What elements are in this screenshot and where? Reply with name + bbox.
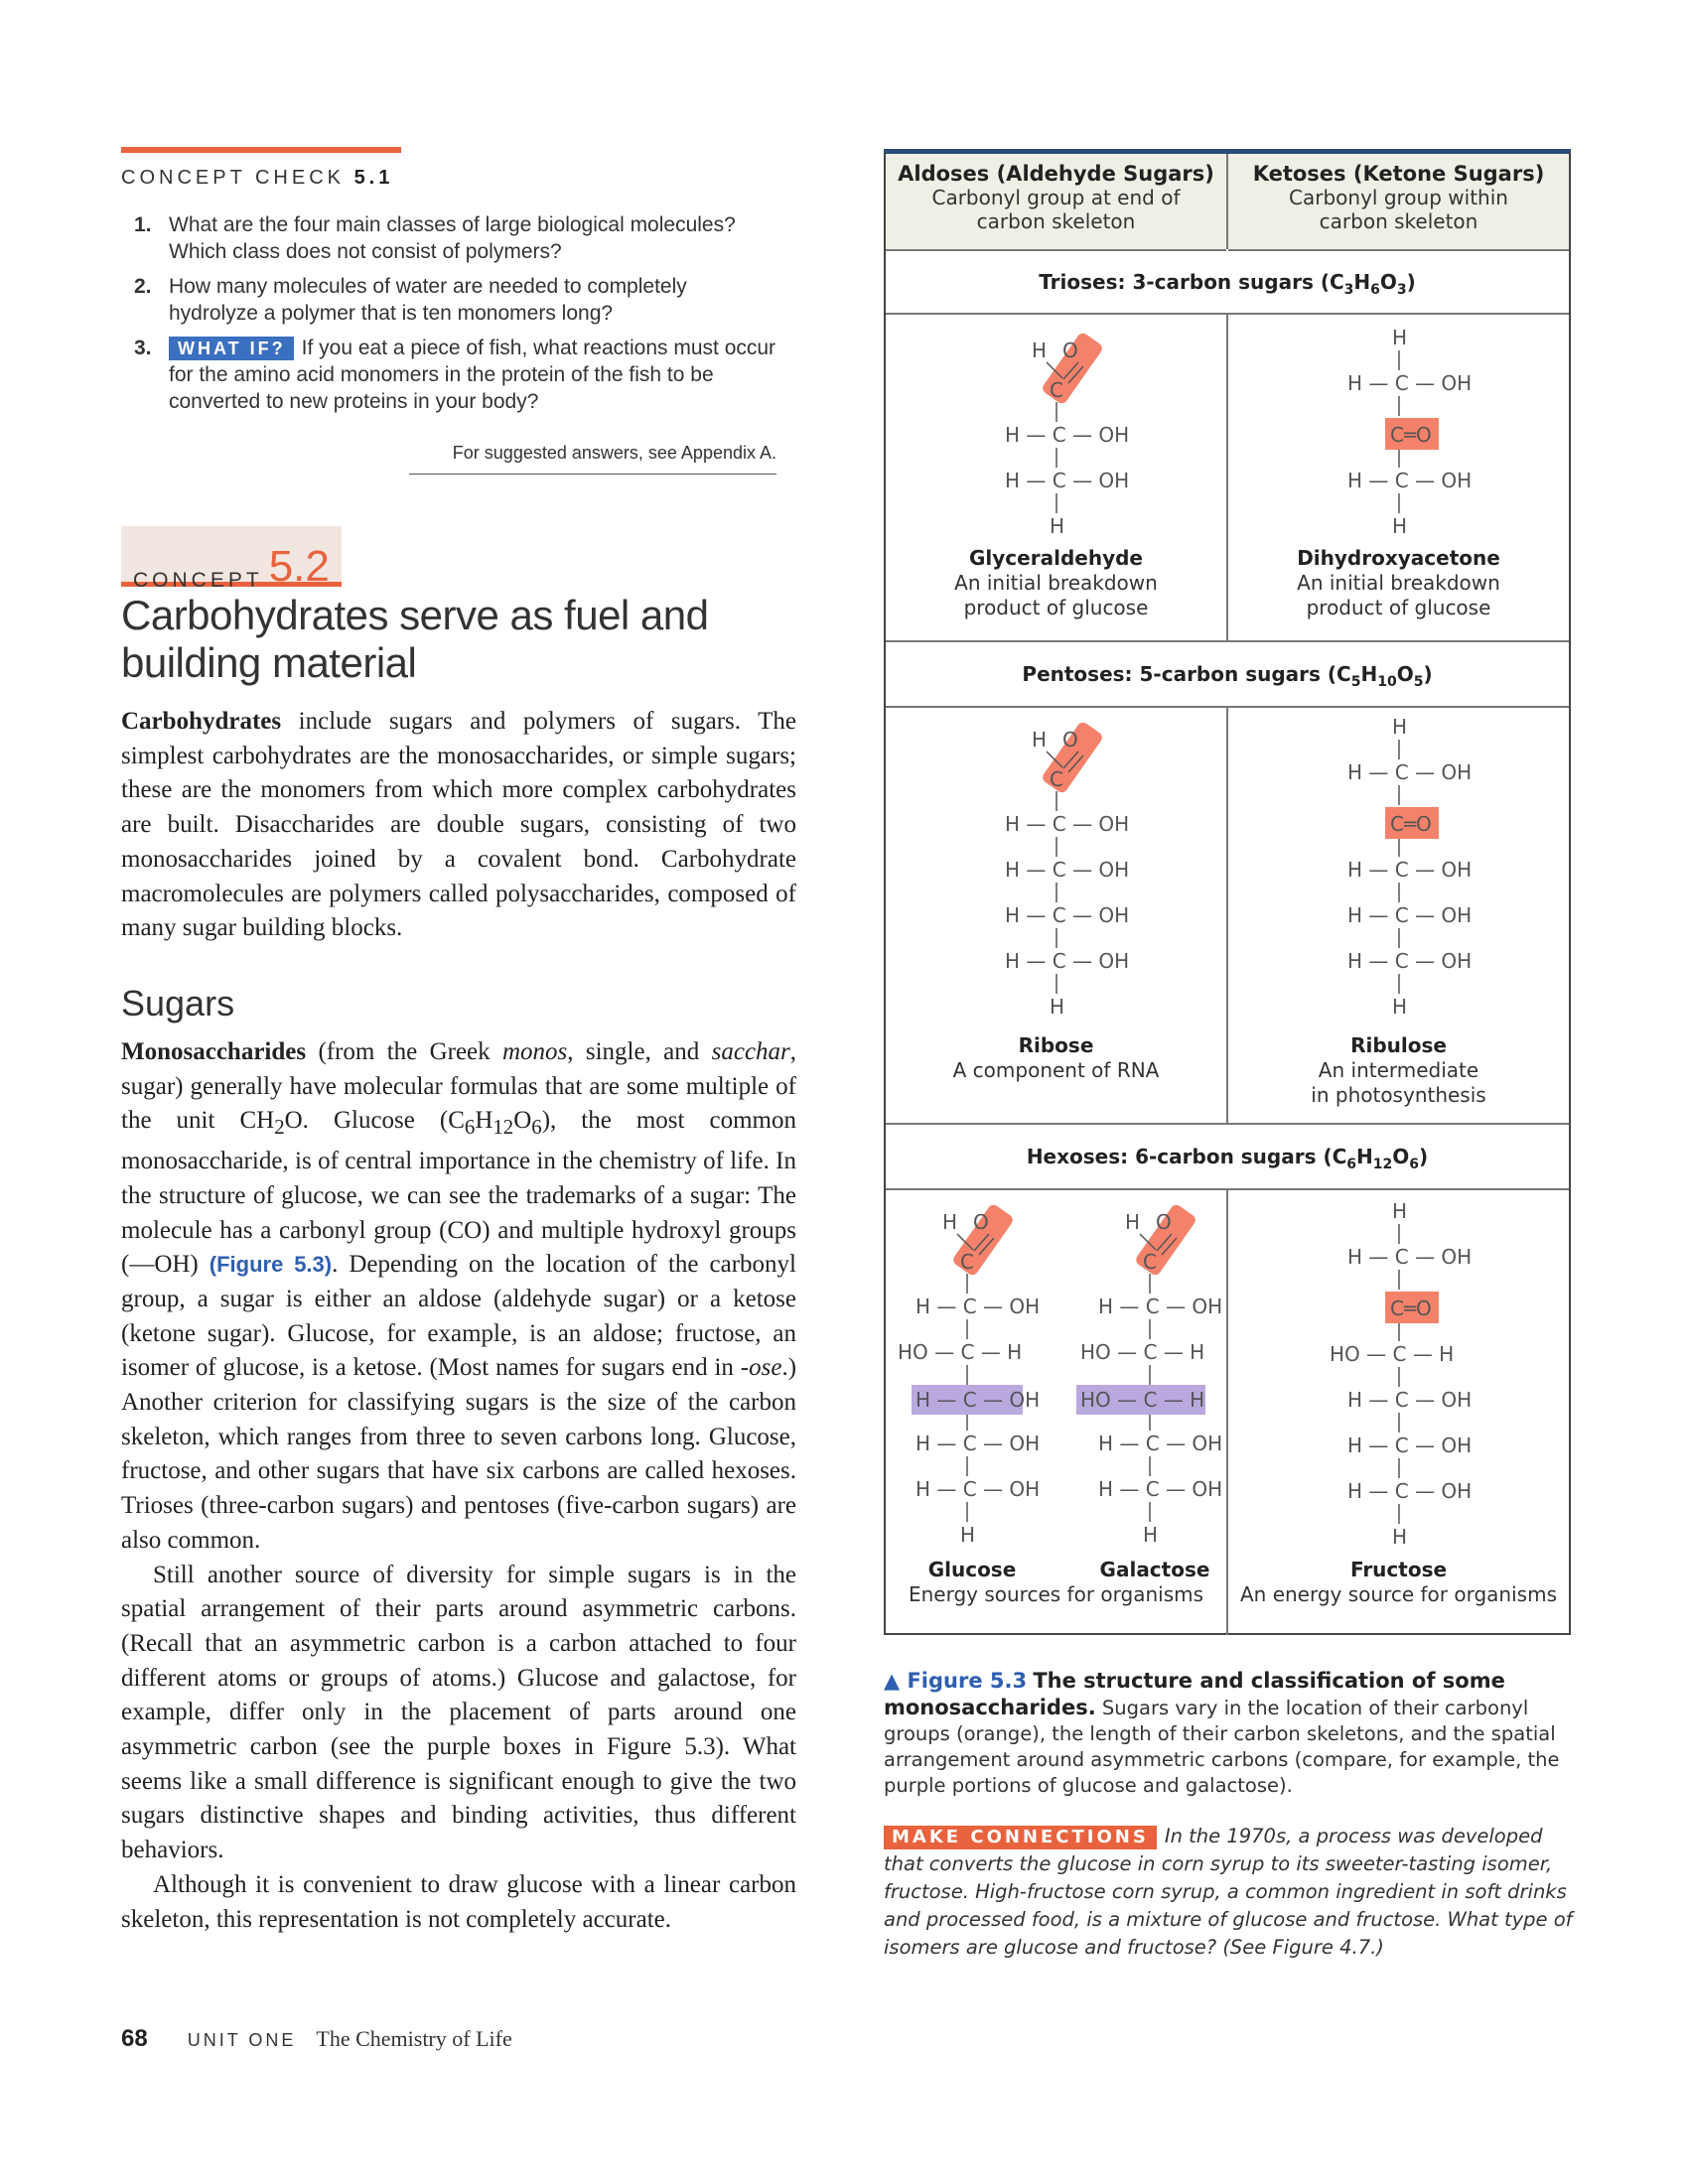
svg-text:H — C — OH: H — C — OH [1005, 949, 1129, 973]
svg-text:HO — C — H: HO — C — H [1080, 1340, 1204, 1364]
answers-note: For suggested answers, see Appendix A. [409, 443, 776, 475]
svg-text:H — C — OH: H — C — OH [1347, 949, 1472, 973]
intro-paragraph: Carbohydrates include sugars and polymer… [121, 708, 796, 942]
make-connections-badge: MAKE CONNECTIONS [884, 1826, 1157, 1849]
body-paragraphs: Monosaccharides (from the Greek monos, s… [121, 1035, 796, 1937]
figure-5-3-link[interactable]: (Figure 5.3) [209, 1252, 333, 1278]
svg-text:H — C — OH: H — C — OH [1347, 371, 1472, 395]
svg-text:H — C — OH: H — C — OH [1347, 1479, 1472, 1503]
svg-text:H — C — OH: H — C — OH [1347, 1433, 1472, 1457]
figure-label: ▲ Figure 5.3 [884, 1669, 1028, 1693]
trioses-row: Trioses: 3-carbon sugars (C3H6O3) [886, 251, 1569, 315]
svg-text:H: H [960, 1523, 975, 1547]
svg-text:H: H [1050, 995, 1064, 1019]
glyceraldehyde-label: Glyceraldehyde An initial breakdown produc… [954, 546, 1158, 619]
fructose-label: Fructose An energy source for organisms [1239, 1558, 1557, 1606]
what-if-badge: WHAT IF? [169, 337, 294, 360]
svg-text:H — C — OH: H — C — OH [915, 1432, 1040, 1455]
svg-text:H — C — OH: H — C — OH [1098, 1295, 1222, 1318]
svg-text:H: H [1392, 995, 1407, 1019]
fructose-structure: H H — C — OH C═O HO — C — H H — C — OH H… [1330, 1199, 1472, 1549]
ribulose-structure: H H — C — OH C═O H — C — OH H — C — OH H… [1347, 715, 1472, 1019]
svg-text:H — C — OH: H — C — OH [1347, 903, 1472, 927]
svg-text:H: H [1050, 514, 1064, 538]
svg-text:H: H [1392, 514, 1407, 538]
galactose-label: Galactose [1099, 1558, 1210, 1581]
monosaccharides-paragraph: Monosaccharides (from the Greek monos, s… [121, 1038, 797, 1554]
question-3: 3. WHAT IF? If you eat a piece of fish, wh… [134, 337, 776, 413]
dihydroxyacetone-label: Dihydroxyacetone An initial breakdown prod… [1297, 546, 1500, 619]
linear-paragraph: Although it is convenient to draw glucos… [121, 1870, 796, 1933]
svg-text:H: H [1392, 715, 1407, 739]
figure-5-3-table: Aldoses (Aldehyde Sugars) Carbonyl group… [884, 149, 1571, 1635]
svg-text:H — C — OH: H — C — OH [1005, 858, 1129, 882]
make-connections: MAKE CONNECTIONS In the 1970s, a process … [884, 1825, 1573, 1959]
concept-check-bar [121, 147, 401, 153]
ribose-structure: H — C — OH H — C — OH H — C — OH H — C —… [1005, 719, 1129, 1019]
ribulose-label: Ribulose An intermediate in photosynthesis [1311, 1033, 1486, 1107]
figure-caption: ▲ Figure 5.3 The structure and classific… [884, 1669, 1560, 1797]
concept-check-title: CONCEPT CHECK 5.1 [121, 167, 394, 189]
svg-text:HO — C — H: HO — C — H [1330, 1342, 1454, 1366]
svg-text:H — C — OH: H — C — OH [1347, 858, 1472, 882]
ketoses-header: Ketoses (Ketone Sugars) Carbonyl group w… [1228, 154, 1569, 251]
svg-text:H — C — OH: H — C — OH [1098, 1432, 1222, 1455]
svg-text:C═O: C═O [1390, 812, 1432, 836]
svg-text:C═O: C═O [1390, 423, 1432, 447]
dihydroxyacetone-structure: H H — C — OH C═O H — C — OH H [1347, 326, 1472, 538]
glucose-galactose-desc: Energy sources for organisms [908, 1582, 1204, 1606]
question-1: 1. What are the four main classes of larg… [134, 213, 736, 263]
molecule-structures: H O C H — C — OH H — C — OH H H H — C — … [898, 326, 1472, 1549]
galactose-structure: H — C — OH HO — C — H HO — C — H H — C —… [1076, 1201, 1222, 1547]
svg-text:H — C — OH: H — C — OH [1347, 1245, 1472, 1269]
svg-text:H — C — OH: H — C — OH [915, 1388, 1040, 1412]
svg-text:H — C — OH: H — C — OH [1347, 469, 1472, 492]
svg-text:H — C — OH: H — C — OH [1005, 812, 1129, 836]
ribose-label: Ribose A component of RNA [952, 1033, 1160, 1082]
concept-check: CONCEPT CHECK 5.1 1. What are the four ma… [121, 147, 776, 475]
svg-text:H: H [1392, 1525, 1407, 1549]
asymmetric-paragraph: Still another source of diversity for si… [121, 1561, 796, 1864]
concept-label: CONCEPT 5.2 [121, 526, 342, 592]
svg-text:H: H [1392, 1199, 1407, 1223]
svg-text:C═O: C═O [1390, 1297, 1432, 1320]
svg-text:H — C — OH: H — C — OH [1005, 903, 1129, 927]
svg-text:H: H [1392, 326, 1407, 349]
page-footer: 68 UNIT ONE The Chemistry of Life [121, 2025, 512, 2052]
svg-text:H — C — OH: H — C — OH [1347, 1388, 1472, 1412]
svg-text:HO — C — H: HO — C — H [898, 1340, 1022, 1364]
sugars-heading: Sugars [121, 983, 235, 1024]
svg-text:H — C — OH: H — C — OH [1005, 469, 1129, 492]
aldoses-header: Aldoses (Aldehyde Sugars) Carbonyl group… [886, 154, 1226, 251]
svg-text:H — C — OH: H — C — OH [915, 1295, 1040, 1318]
concept-check-questions: 1. What are the four main classes of larg… [121, 211, 776, 415]
glucose-label: Glucose [927, 1558, 1017, 1581]
svg-text:H — C — OH: H — C — OH [915, 1477, 1040, 1501]
glucose-structure: H — C — OH HO — C — H H — C — OH H — C —… [898, 1201, 1040, 1547]
glyceraldehyde-structure: H — C — OH H — C — OH H [1005, 330, 1129, 538]
concept-heading: Carbohydrates serve as fuel and building… [121, 592, 709, 686]
question-2: 2. How many molecules of water are needed… [134, 275, 687, 325]
svg-text:H — C — OH: H — C — OH [1347, 760, 1472, 784]
page-number: 68 [121, 2025, 148, 2052]
svg-text:H — C — OH: H — C — OH [1098, 1477, 1222, 1501]
svg-text:HO — C — H: HO — C — H [1080, 1388, 1204, 1412]
svg-text:H — C — OH: H — C — OH [1005, 423, 1129, 447]
svg-text:H: H [1143, 1523, 1158, 1547]
